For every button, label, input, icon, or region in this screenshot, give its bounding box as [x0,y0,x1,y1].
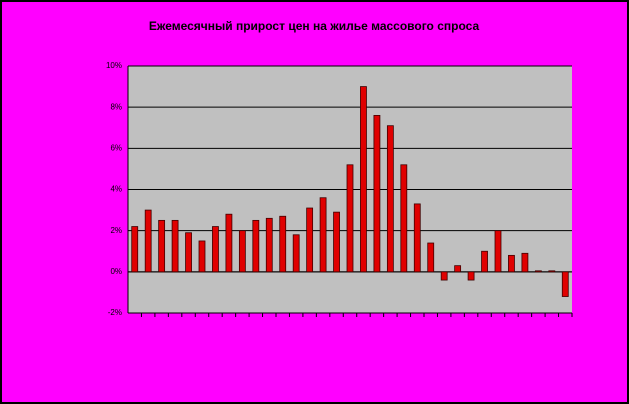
bar [225,213,233,273]
bar [427,242,435,273]
bar [454,265,462,273]
bar [265,217,273,273]
bar [292,234,300,273]
bar [413,203,421,273]
bar [198,240,206,273]
y-tick-label: 4% [110,185,122,194]
bar [521,252,529,273]
bar [561,271,569,297]
bar [373,115,381,273]
y-tick-label: 8% [110,102,122,111]
bar [238,230,246,273]
bar [346,164,354,273]
y-tick-label: 2% [110,226,122,235]
bar [279,215,287,273]
bar [158,219,166,273]
bar [171,219,179,273]
y-tick-label: 6% [110,143,122,152]
bar [144,209,152,273]
bar [212,226,219,273]
bar [534,270,542,273]
bar [319,197,327,273]
y-tick-label: 10% [106,61,122,70]
bar [548,270,556,273]
bar [131,226,139,273]
bar [252,219,260,273]
bar [440,271,448,281]
bar [185,232,192,273]
bar [508,254,515,273]
bar [386,125,394,273]
bar [333,211,340,273]
bar [481,250,488,273]
bar [360,86,367,273]
chart-title: Ежемесячный прирост цен на жилье массово… [149,19,480,33]
y-tick-label: 0% [110,267,122,276]
y-tick-label: -2% [108,308,122,317]
bar [494,230,502,273]
bar [306,207,314,273]
bar [400,164,408,273]
bar [467,271,475,281]
